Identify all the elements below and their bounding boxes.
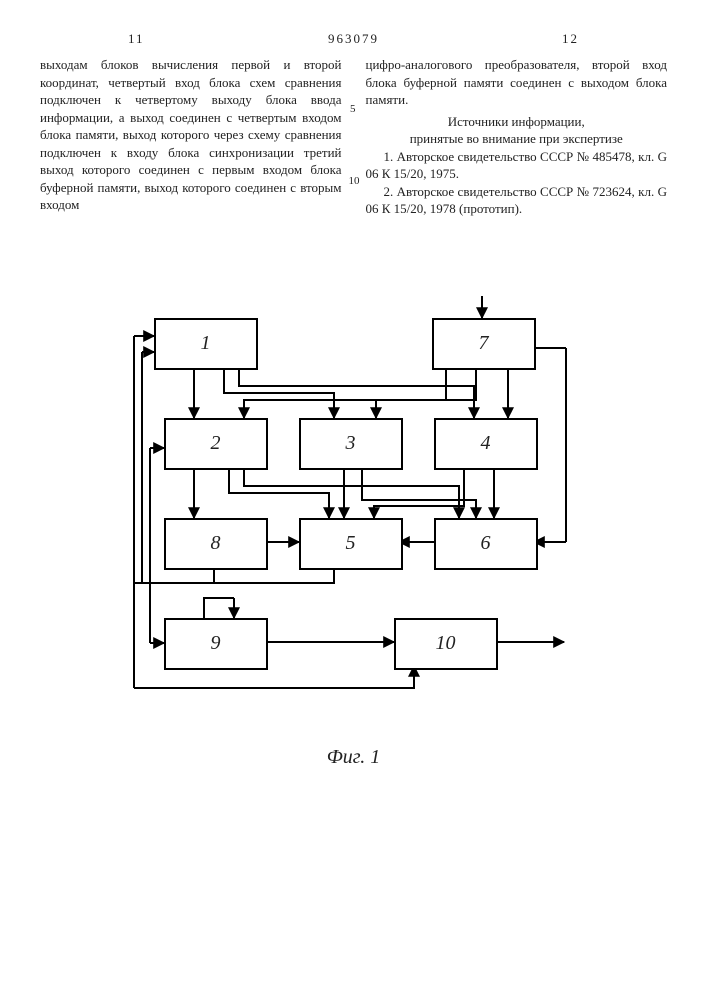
- left-column: выходам блоков вычисления первой и второ…: [40, 56, 342, 218]
- right-column: цифро-аналогового преобразователя, второ…: [366, 56, 668, 218]
- references-heading: Источники информации, принятые во вниман…: [366, 113, 668, 148]
- block-5: 5: [299, 518, 403, 570]
- block-6: 6: [434, 518, 538, 570]
- text-columns: выходам блоков вычисления первой и второ…: [40, 56, 667, 218]
- line-marker-10: 10: [349, 174, 360, 189]
- block-10: 10: [394, 618, 498, 670]
- figure-1-diagram: 1 23456 7 8 9 10: [94, 288, 614, 738]
- body-text-right-p1: цифро-аналогового преобразователя, второ…: [366, 56, 668, 109]
- block-2: 2: [164, 418, 268, 470]
- block-9: 9: [164, 618, 268, 670]
- block-8: 8: [164, 518, 268, 570]
- edge: [204, 598, 234, 618]
- body-text-left: выходам блоков вычисления первой и второ…: [40, 57, 342, 212]
- block-7: 7: [432, 318, 536, 370]
- edge: [374, 466, 464, 518]
- block-1: 1: [154, 318, 258, 370]
- edge: [224, 366, 334, 418]
- page-num-right: 12: [562, 30, 579, 48]
- reference-1: 1. Авторское свидетельство СССР № 485478…: [366, 148, 668, 183]
- figure-caption: Фиг. 1: [40, 744, 667, 771]
- edge: [376, 366, 476, 418]
- block-3: 3: [299, 418, 403, 470]
- reference-2: 2. Авторское свидетельство СССР № 723624…: [366, 183, 668, 218]
- line-marker-5: 5: [350, 102, 356, 117]
- block-4: 4: [434, 418, 538, 470]
